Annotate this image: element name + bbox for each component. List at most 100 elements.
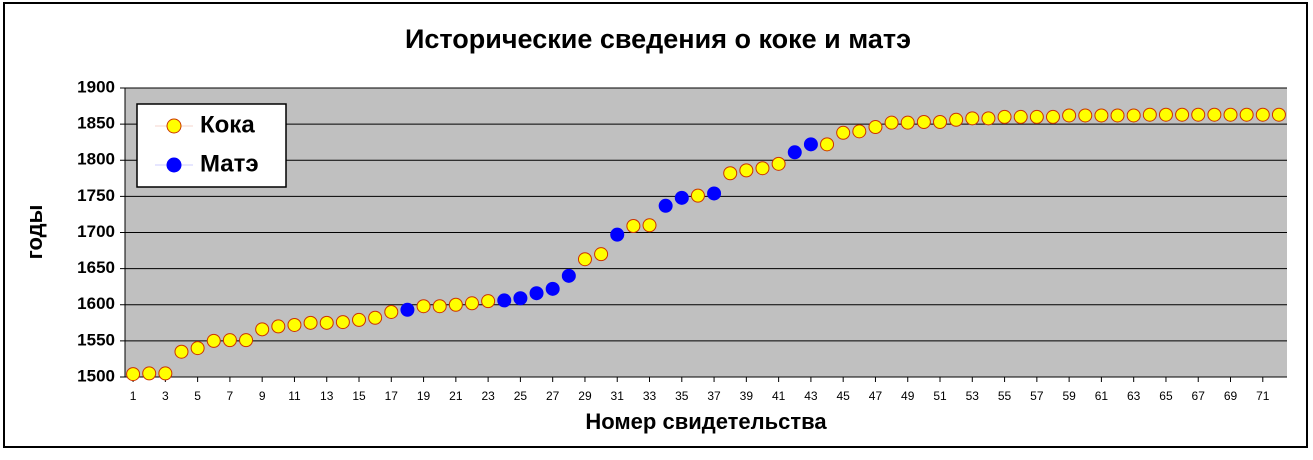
x-tick-label: 61 (1095, 389, 1109, 403)
x-tick-label: 9 (259, 389, 266, 403)
data-point (545, 281, 560, 296)
legend-label: Матэ (200, 150, 259, 177)
data-point (1045, 109, 1060, 124)
x-tick-label: 21 (449, 389, 463, 403)
x-tick-label: 25 (514, 389, 528, 403)
x-tick-label: 45 (837, 389, 851, 403)
data-point (400, 302, 415, 317)
data-point (497, 293, 512, 308)
x-tick-label: 55 (998, 389, 1012, 403)
x-tick-label: 37 (707, 389, 721, 403)
y-tick-label: 1500 (77, 366, 115, 385)
data-point (222, 333, 237, 348)
data-point (755, 161, 770, 176)
data-point (997, 109, 1012, 124)
data-point (142, 366, 157, 381)
legend-label: Кока (200, 111, 255, 138)
data-point (1223, 107, 1238, 122)
data-point (1142, 107, 1157, 122)
data-point (803, 137, 818, 152)
data-point (529, 286, 544, 301)
data-point (448, 297, 463, 312)
data-point (1239, 107, 1254, 122)
data-point (981, 111, 996, 126)
x-tick-label: 41 (772, 389, 786, 403)
data-point (206, 333, 221, 348)
x-tick-label: 29 (578, 389, 592, 403)
data-point (1175, 107, 1190, 122)
x-tick-label: 35 (675, 389, 689, 403)
data-point (916, 114, 931, 129)
data-point (1110, 108, 1125, 123)
data-point (1271, 107, 1286, 122)
data-point (852, 124, 867, 139)
data-point (1191, 107, 1206, 122)
legend-box (136, 103, 287, 188)
data-point (174, 344, 189, 359)
data-point (868, 120, 883, 135)
data-point (368, 310, 383, 325)
y-tick-label: 1650 (77, 258, 115, 277)
x-tick-label: 19 (417, 389, 431, 403)
data-point (933, 114, 948, 129)
data-point (416, 299, 431, 314)
data-point (965, 111, 980, 126)
y-tick-label: 1600 (77, 294, 115, 313)
x-tick-label: 49 (901, 389, 915, 403)
x-tick-label: 59 (1062, 389, 1076, 403)
x-tick-label: 67 (1192, 389, 1206, 403)
data-point (690, 188, 705, 203)
x-axis-label: Номер свидетельства (585, 409, 827, 434)
data-point (158, 366, 173, 381)
x-tick-label: 71 (1256, 389, 1270, 403)
x-tick-label: 47 (869, 389, 883, 403)
x-tick-label: 15 (352, 389, 366, 403)
x-tick-label: 11 (288, 389, 301, 403)
y-tick-label: 1700 (77, 222, 115, 241)
data-point (707, 186, 722, 201)
data-point (610, 227, 625, 242)
data-point (190, 341, 205, 356)
data-point (949, 112, 964, 127)
y-axis-label: годы (22, 205, 47, 260)
data-point (464, 296, 479, 311)
data-point (820, 137, 835, 152)
legend-marker (166, 118, 182, 134)
x-tick-label: 13 (320, 389, 334, 403)
x-tick-label: 65 (1159, 389, 1173, 403)
data-point (271, 319, 286, 334)
chart-title: Исторические сведения о коке и матэ (405, 24, 911, 54)
y-tick-label: 1750 (77, 186, 115, 205)
x-tick-label: 5 (194, 389, 201, 403)
data-point (577, 252, 592, 267)
data-point (626, 218, 641, 233)
data-point (642, 218, 657, 233)
data-point (335, 315, 350, 330)
legend-marker (166, 157, 182, 173)
x-tick-label: 27 (546, 389, 560, 403)
data-point (787, 145, 802, 160)
data-point (1078, 108, 1093, 123)
y-tick-label: 1850 (77, 114, 115, 133)
data-point (1094, 108, 1109, 123)
data-point (1126, 108, 1141, 123)
data-point (319, 315, 334, 330)
data-point (884, 115, 899, 130)
data-point (126, 367, 141, 382)
x-tick-label: 43 (804, 389, 818, 403)
data-point (1255, 107, 1270, 122)
x-tick-label: 17 (385, 389, 399, 403)
x-tick-label: 33 (643, 389, 657, 403)
x-tick-label: 63 (1127, 389, 1141, 403)
data-point (239, 333, 254, 348)
x-tick-label: 7 (227, 389, 234, 403)
x-tick-label: 51 (933, 389, 947, 403)
data-point (1207, 107, 1222, 122)
x-tick-label: 39 (740, 389, 754, 403)
data-point (513, 291, 528, 306)
data-point (658, 198, 673, 213)
data-point (1029, 109, 1044, 124)
y-tick-label: 1550 (77, 330, 115, 349)
data-point (255, 322, 270, 337)
